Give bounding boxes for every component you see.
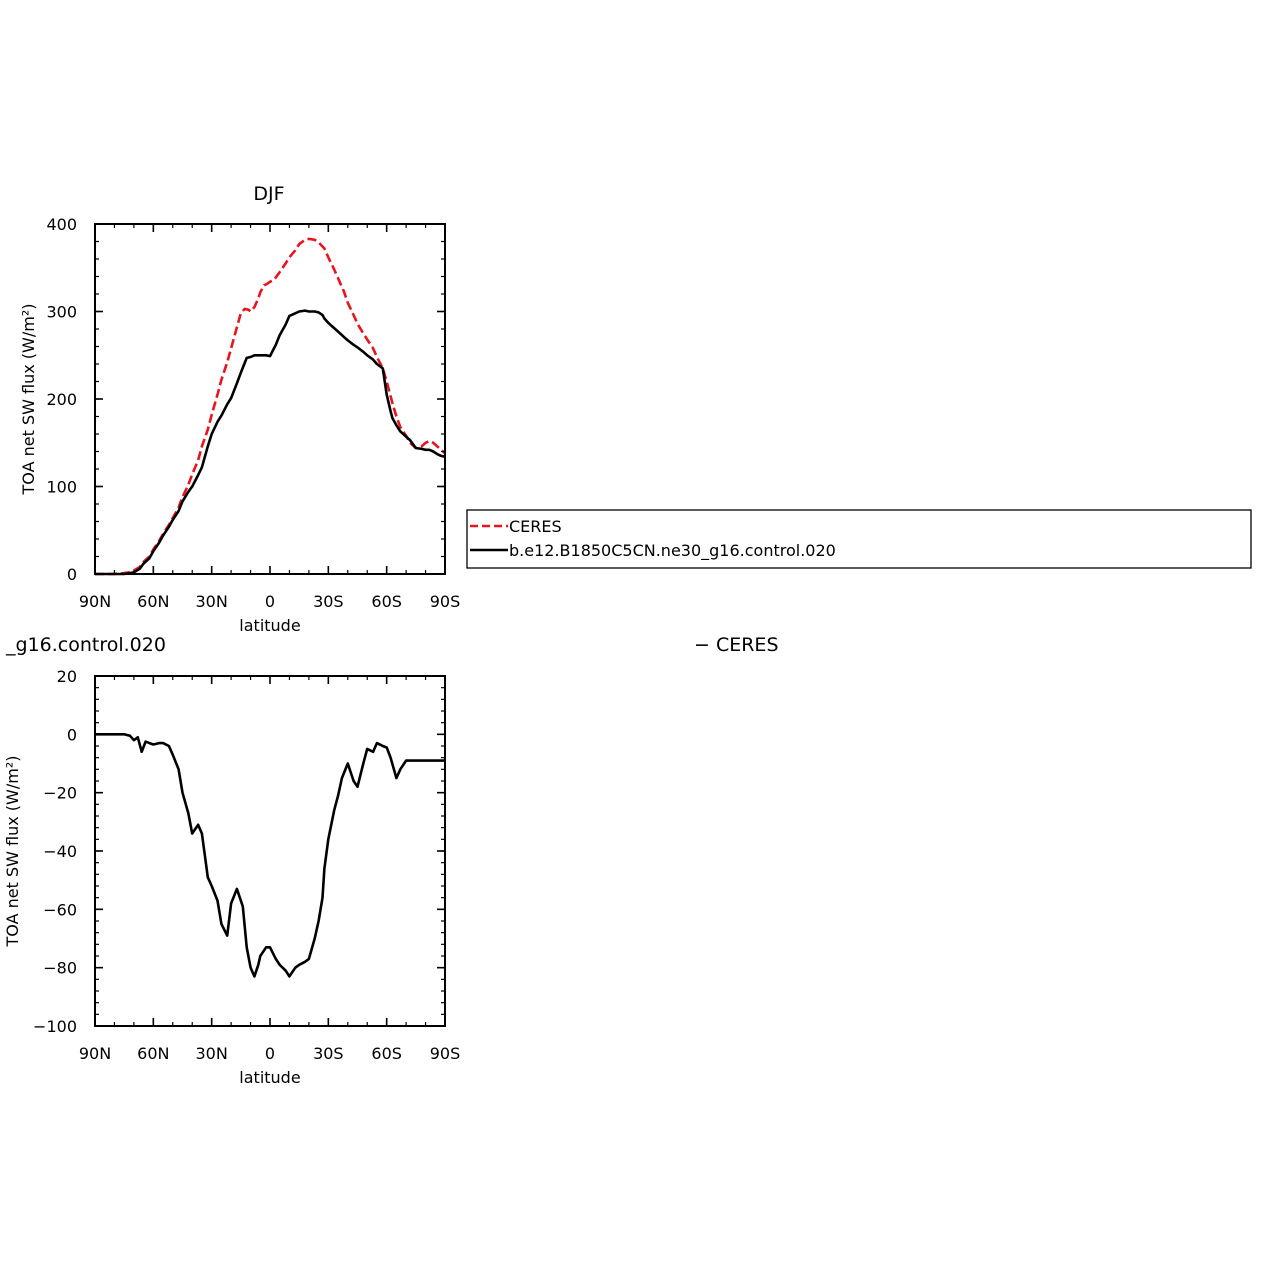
top-panel-y-tick-label: 400	[46, 215, 77, 234]
bottom-panel-title-right: − CERES	[694, 634, 779, 656]
legend: CERES b.e12.B1850C5CN.ne30_g16.control.0…	[466, 509, 1252, 569]
top-panel-y-tick-label: 200	[46, 390, 77, 409]
bottom-panel-y-tick-label: −100	[33, 1017, 77, 1036]
top-panel-y-tick-label: 300	[46, 303, 77, 322]
top-panel-x-tick-label: 90S	[430, 592, 461, 611]
top-panel-x-tick-label: 60S	[371, 592, 402, 611]
legend-label-ceres: CERES	[509, 517, 562, 536]
top-panel-series-line-0	[95, 237, 446, 576]
top-panel-x-tick-label: 60N	[137, 592, 169, 611]
top-panel-x-tick-label: 90N	[79, 592, 111, 611]
top-panel-y-axis-label: TOA net SW flux (W/m²)	[19, 304, 38, 496]
top-panel-x-axis-label: latitude	[239, 616, 300, 635]
bottom-panel-ticks: 90N 60N 30N 0 30S 60S 90S 20 0 −20 −40 −60 −80 −100	[33, 667, 460, 1063]
bottom-panel-x-tick-label: 30N	[196, 1044, 228, 1063]
bottom-panel-series	[95, 733, 445, 978]
bottom-panel-frame	[94, 675, 446, 1027]
bottom-panel-x-tick-label: 60S	[371, 1044, 402, 1063]
bottom-panel-x-axis-label: latitude	[239, 1068, 300, 1087]
bottom-panel-y-tick-label: −40	[43, 842, 77, 861]
bottom-panel-y-tick-label: −80	[43, 959, 77, 978]
bottom-panel-y-tick-label: −20	[43, 784, 77, 803]
top-panel-x-tick-label: 30N	[196, 592, 228, 611]
bottom-panel-x-tick-label: 30S	[313, 1044, 344, 1063]
bottom-panel-x-tick-label: 60N	[137, 1044, 169, 1063]
top-panel-title: DJF	[253, 183, 284, 205]
top-panel-y-tick-label: 100	[46, 478, 77, 497]
bottom-panel-x-tick-label: 90S	[430, 1044, 461, 1063]
bottom-panel: _g16.control.020 − CERES 90N 60N 30N 0 30S 60…	[3, 634, 779, 1087]
top-panel-series	[95, 237, 446, 576]
top-panel: DJF 90N 60N 30N 0 30S 60S 90S 0 100 200 300 400 lat…	[19, 183, 460, 635]
top-panel-x-tick-label: 0	[265, 592, 275, 611]
bottom-panel-y-tick-label: 20	[57, 667, 77, 686]
bottom-panel-series-line-0	[95, 733, 445, 978]
top-panel-x-tick-label: 30S	[313, 592, 344, 611]
bottom-panel-y-tick-label: 0	[67, 725, 77, 744]
top-panel-series-line-1	[95, 309, 446, 576]
legend-box	[466, 509, 1252, 569]
bottom-panel-y-axis-label: TOA net SW flux (W/m²)	[3, 756, 22, 948]
bottom-panel-y-tick-label: −60	[43, 900, 77, 919]
top-panel-ticks: 90N 60N 30N 0 30S 60S 90S 0 100 200 300 400	[46, 215, 460, 611]
bottom-panel-x-tick-label: 0	[265, 1044, 275, 1063]
bottom-panel-title: _g16.control.020	[5, 634, 166, 656]
top-panel-y-tick-label: 0	[67, 565, 77, 584]
legend-label-model: b.e12.B1850C5CN.ne30_g16.control.020	[509, 541, 836, 561]
bottom-panel-x-tick-label: 90N	[79, 1044, 111, 1063]
